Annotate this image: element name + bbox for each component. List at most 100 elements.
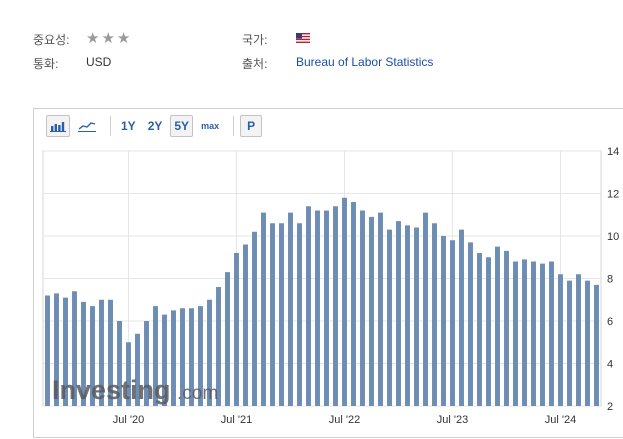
bar[interactable] — [108, 299, 113, 406]
bar[interactable] — [117, 321, 122, 406]
range-max-button[interactable]: max — [201, 121, 220, 131]
bar[interactable] — [288, 212, 293, 406]
bar[interactable] — [306, 206, 311, 406]
bar[interactable] — [99, 299, 104, 406]
x-axis-labels: Jul '20 Jul '21 Jul '22 Jul '23 Jul '24 — [113, 414, 576, 426]
star-icon: ★ — [101, 30, 115, 47]
bar[interactable] — [270, 223, 275, 406]
star-icon: ★ — [116, 30, 131, 47]
bar[interactable] — [189, 308, 194, 406]
range-1y-button[interactable]: 1Y — [121, 119, 136, 133]
bar[interactable] — [459, 229, 464, 406]
p-button[interactable]: P — [240, 115, 263, 137]
bar[interactable] — [297, 223, 302, 406]
bar[interactable] — [324, 210, 329, 407]
bar[interactable] — [360, 210, 365, 407]
bar[interactable] — [144, 321, 149, 406]
bar[interactable] — [378, 212, 383, 406]
bar[interactable] — [234, 253, 239, 406]
bar[interactable] — [54, 293, 59, 406]
bar[interactable] — [558, 274, 563, 406]
bar[interactable] — [90, 306, 95, 406]
investing-watermark: Investing .com — [52, 375, 218, 405]
x-tick-label: Jul '20 — [113, 414, 144, 426]
bar[interactable] — [171, 310, 176, 406]
range-5y-button[interactable]: 5Y — [170, 115, 194, 137]
bar[interactable] — [252, 231, 257, 406]
bar[interactable] — [198, 306, 203, 406]
currency-value: USD — [86, 55, 112, 69]
chart-panel: 1Y 2Y 5Y max P Investing .com 2 4 6 8 10 12 14… — [33, 108, 623, 438]
bar[interactable] — [81, 301, 86, 406]
watermark-suffix: .com — [177, 383, 218, 404]
bar[interactable] — [342, 197, 347, 406]
bar[interactable] — [522, 259, 527, 406]
bar[interactable] — [126, 342, 131, 406]
bar[interactable] — [531, 261, 536, 407]
y-tick-label: 4 — [607, 359, 613, 371]
bar-chart-icon — [50, 122, 66, 132]
bar[interactable] — [432, 223, 437, 406]
bar[interactable] — [279, 223, 284, 406]
importance-label: 중요성: — [33, 33, 70, 47]
bar[interactable] — [567, 280, 572, 406]
bar-chart: Investing .com 2 4 6 8 10 12 14 Jul '20 Jul '21… — [42, 146, 619, 426]
x-tick-label: Jul '22 — [329, 414, 360, 426]
y-tick-label: 6 — [607, 316, 613, 328]
bar[interactable] — [594, 284, 599, 406]
bar[interactable] — [486, 257, 491, 406]
line-chart-icon — [78, 122, 96, 132]
country-label: 국가: — [242, 33, 268, 47]
bar-chart-button[interactable] — [46, 115, 70, 137]
bar[interactable] — [513, 261, 518, 407]
range-2y-button[interactable]: 2Y — [147, 119, 163, 133]
bar[interactable] — [135, 333, 140, 406]
bar[interactable] — [396, 221, 401, 406]
bar[interactable] — [405, 225, 410, 406]
bar[interactable] — [387, 229, 392, 406]
source-link[interactable]: Bureau of Labor Statistics — [296, 55, 434, 69]
y-tick-label: 14 — [607, 146, 619, 158]
bar[interactable] — [576, 274, 581, 406]
bar[interactable] — [441, 236, 446, 406]
y-tick-label: 8 — [607, 274, 613, 286]
bar-series — [45, 197, 599, 407]
bar[interactable] — [216, 287, 221, 406]
line-chart-button[interactable] — [74, 115, 100, 137]
watermark-brand: Investing — [52, 375, 171, 405]
bar[interactable] — [450, 240, 455, 406]
bar[interactable] — [72, 291, 77, 406]
bar[interactable] — [162, 314, 167, 406]
y-tick-label: 2 — [607, 401, 613, 413]
bar[interactable] — [180, 308, 185, 406]
bar[interactable] — [243, 244, 248, 407]
y-tick-label: 10 — [607, 231, 619, 243]
bar[interactable] — [63, 297, 68, 406]
x-tick-label: Jul '24 — [545, 414, 576, 426]
bar[interactable] — [225, 272, 230, 406]
bar[interactable] — [207, 299, 212, 406]
bar[interactable] — [351, 202, 356, 406]
bar[interactable] — [495, 246, 500, 406]
bar[interactable] — [585, 280, 590, 406]
us-flag-icon — [296, 33, 310, 43]
bar[interactable] — [315, 210, 320, 407]
importance-stars: ★ ★ ★ — [86, 31, 130, 46]
bar[interactable] — [153, 306, 158, 406]
bar[interactable] — [549, 261, 554, 407]
bar[interactable] — [504, 250, 509, 406]
bar[interactable] — [423, 212, 428, 406]
currency-label: 통화: — [33, 57, 59, 71]
bar[interactable] — [45, 295, 50, 407]
bar[interactable] — [414, 227, 419, 407]
x-tick-label: Jul '23 — [437, 414, 468, 426]
toolbar-divider — [233, 116, 235, 136]
bar[interactable] — [477, 253, 482, 406]
source-label: 출처: — [242, 57, 268, 71]
bar[interactable] — [333, 206, 338, 406]
bar[interactable] — [261, 212, 266, 406]
bar[interactable] — [468, 242, 473, 406]
bar[interactable] — [540, 263, 545, 406]
bar[interactable] — [369, 216, 374, 406]
chart-toolbar: 1Y 2Y 5Y max P — [46, 114, 266, 138]
